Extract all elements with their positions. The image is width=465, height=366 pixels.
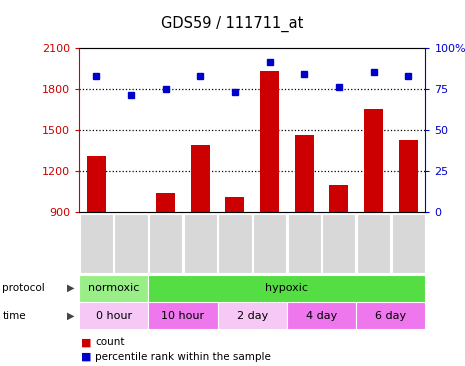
Bar (191, 145, 210, 212)
Text: GDS59 / 111711_at: GDS59 / 111711_at (161, 16, 304, 32)
Text: ■: ■ (81, 337, 92, 347)
Bar (287, 213, 321, 273)
Bar (329, 185, 348, 212)
Bar (260, 71, 279, 212)
Bar (253, 213, 286, 273)
Bar (226, 197, 245, 212)
Text: count: count (95, 337, 125, 347)
Bar (87, 156, 106, 212)
Text: hypoxic: hypoxic (266, 283, 308, 293)
Bar (399, 139, 418, 212)
Text: 0 hour: 0 hour (96, 311, 132, 321)
Bar (80, 213, 113, 273)
Text: ■: ■ (81, 352, 92, 362)
Bar (79, 274, 148, 302)
Bar (322, 213, 356, 273)
Bar (148, 274, 425, 302)
Text: normoxic: normoxic (88, 283, 140, 293)
Bar (184, 213, 217, 273)
Bar (121, 212, 140, 216)
Text: time: time (2, 311, 26, 321)
Bar (114, 213, 148, 273)
Bar (218, 213, 252, 273)
Text: ▶: ▶ (67, 283, 74, 293)
Text: 4 day: 4 day (306, 311, 337, 321)
Bar (287, 302, 356, 329)
Bar (392, 213, 425, 273)
Bar (218, 302, 287, 329)
Bar (295, 135, 314, 212)
Text: protocol: protocol (2, 283, 45, 293)
Text: 2 day: 2 day (237, 311, 268, 321)
Bar (357, 213, 390, 273)
Bar (148, 302, 218, 329)
Text: 10 hour: 10 hour (161, 311, 205, 321)
Bar (79, 302, 148, 329)
Text: ▶: ▶ (67, 311, 74, 321)
Bar (364, 109, 383, 212)
Bar (156, 193, 175, 212)
Text: percentile rank within the sample: percentile rank within the sample (95, 352, 271, 362)
Bar (356, 302, 425, 329)
Text: 6 day: 6 day (375, 311, 406, 321)
Bar (149, 213, 182, 273)
